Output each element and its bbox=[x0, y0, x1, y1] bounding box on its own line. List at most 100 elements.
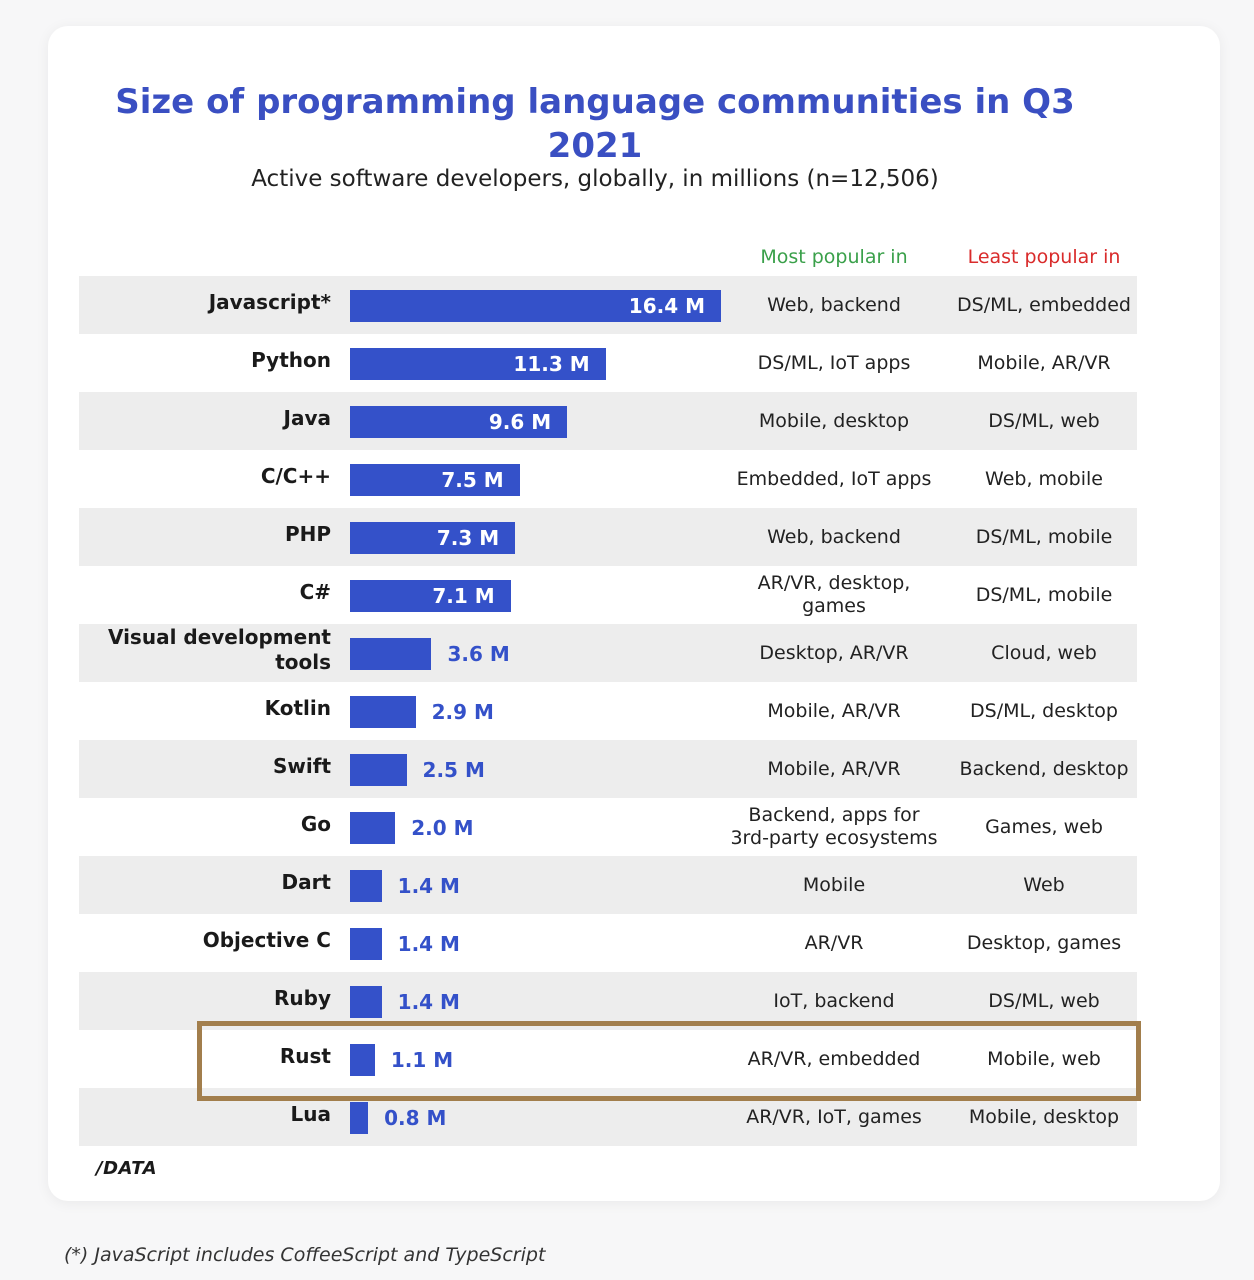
bar bbox=[350, 1102, 369, 1134]
category-label-text: Java bbox=[283, 405, 331, 430]
most-popular-cell: AR/VR, IoT, games bbox=[746, 1105, 922, 1128]
bar-value-label: 2.0 M bbox=[411, 816, 474, 840]
chart-row: Python 11.3 M DS/ML, IoT apps Mobile, AR/VR bbox=[79, 334, 1137, 392]
category-label: Swift bbox=[79, 740, 331, 798]
bar bbox=[350, 406, 568, 438]
bar bbox=[350, 290, 721, 322]
category-label-text: C# bbox=[299, 579, 331, 604]
most-popular-cell: IoT, backend bbox=[773, 989, 895, 1012]
chart-row: C# 7.1 M AR/VR, desktop, games DS/ML, mobil… bbox=[79, 566, 1137, 624]
least-popular-cell: Desktop, games bbox=[966, 931, 1122, 954]
category-label: Javascript* bbox=[79, 276, 331, 334]
category-label: Visual development tools bbox=[79, 624, 331, 682]
most-popular-cell: Desktop, AR/VR bbox=[759, 641, 909, 664]
chart-row: Kotlin 2.9 M Mobile, AR/VR DS/ML, desktop bbox=[79, 682, 1137, 740]
least-popular-cell: Games, web bbox=[985, 815, 1103, 838]
bar-value-label: 2.9 M bbox=[431, 700, 494, 724]
category-label: Lua bbox=[79, 1088, 331, 1146]
bar bbox=[350, 986, 382, 1018]
most-popular-header: Most popular in bbox=[760, 246, 908, 268]
bar bbox=[350, 348, 606, 380]
category-label-text: Python bbox=[251, 347, 331, 372]
bar-value-label: 16.4 M bbox=[628, 294, 705, 318]
chart-row: Rust 1.1 M AR/VR, embedded Mobile, web bbox=[79, 1030, 1137, 1088]
category-label: Java bbox=[79, 392, 331, 450]
bar-value-label: 7.5 M bbox=[441, 468, 504, 492]
bar bbox=[350, 696, 416, 728]
category-label: PHP bbox=[79, 508, 331, 566]
chart-row: Dart 1.4 M Mobile Web bbox=[79, 856, 1137, 914]
category-label-text: Javascript* bbox=[208, 289, 331, 314]
least-popular-cell: DS/ML, mobile bbox=[975, 583, 1113, 606]
chart-row: Ruby 1.4 M IoT, backend DS/ML, web bbox=[79, 972, 1137, 1030]
bar bbox=[350, 928, 382, 960]
bar bbox=[350, 870, 382, 902]
category-label-text: Go bbox=[300, 811, 331, 836]
category-label: Python bbox=[79, 334, 331, 392]
category-label-text: Ruby bbox=[274, 985, 331, 1010]
category-label: Go bbox=[79, 798, 331, 856]
chart-row: Javascript* 16.4 M Web, backend DS/ML, embe… bbox=[79, 276, 1137, 334]
chart-rows: Javascript* 16.4 M Web, backend DS/ML, embe… bbox=[79, 276, 1137, 1146]
bar-value-label: 1.4 M bbox=[397, 990, 460, 1014]
least-popular-cell: DS/ML, mobile bbox=[975, 525, 1113, 548]
least-popular-cell: DS/ML, web bbox=[988, 989, 1100, 1012]
category-label: Ruby bbox=[79, 972, 331, 1030]
least-popular-cell: DS/ML, embedded bbox=[957, 293, 1131, 316]
least-popular-cell: DS/ML, desktop bbox=[970, 699, 1118, 722]
least-popular-cell: Backend, desktop bbox=[959, 757, 1129, 780]
category-label-text: C/C++ bbox=[260, 463, 331, 488]
category-label-text: Kotlin bbox=[264, 695, 331, 720]
bar-value-label: 0.8 M bbox=[384, 1106, 447, 1130]
bar bbox=[350, 1044, 375, 1076]
least-popular-cell: Cloud, web bbox=[991, 641, 1097, 664]
chart-row: Go 2.0 M Backend, apps for 3rd-party ecosy… bbox=[79, 798, 1137, 856]
most-popular-cell: Web, backend bbox=[767, 525, 901, 548]
chart-row: Java 9.6 M Mobile, desktop DS/ML, web bbox=[79, 392, 1137, 450]
least-popular-cell: Mobile, desktop bbox=[968, 1105, 1120, 1128]
chart-subtitle: Active software developers, globally, in… bbox=[251, 166, 939, 192]
bar bbox=[350, 464, 520, 496]
least-popular-cell: Web, mobile bbox=[985, 467, 1103, 490]
bar bbox=[350, 522, 516, 554]
bar bbox=[350, 638, 432, 670]
bar-value-label: 2.5 M bbox=[422, 758, 485, 782]
chart-row: PHP 7.3 M Web, backend DS/ML, mobile bbox=[79, 508, 1137, 566]
category-label-text: Objective C bbox=[202, 927, 331, 952]
bar bbox=[350, 812, 396, 844]
category-label-text: Rust bbox=[279, 1043, 331, 1068]
bar-value-label: 7.3 M bbox=[436, 526, 500, 550]
least-popular-cell: Mobile, AR/VR bbox=[977, 351, 1111, 374]
category-label-text: Swift bbox=[273, 753, 331, 778]
most-popular-cell: Mobile, desktop bbox=[758, 409, 910, 432]
bar-value-label: 7.1 M bbox=[432, 584, 495, 608]
most-popular-cell: Backend, apps for 3rd-party ecosystems bbox=[730, 804, 938, 849]
bar-value-label: 1.4 M bbox=[397, 874, 460, 898]
most-popular-cell: Mobile, AR/VR bbox=[767, 757, 901, 780]
bar-value-label: 1.4 M bbox=[397, 932, 460, 956]
most-popular-cell: Embedded, IoT apps bbox=[736, 467, 932, 490]
category-label-text: PHP bbox=[284, 521, 331, 546]
category-label: Rust bbox=[79, 1030, 331, 1088]
most-popular-cell: Mobile, AR/VR bbox=[767, 699, 901, 722]
most-popular-cell: AR/VR bbox=[804, 931, 864, 954]
chart-row: C/C++ 7.5 M Embedded, IoT apps Web, mobile bbox=[79, 450, 1137, 508]
most-popular-cell: DS/ML, IoT apps bbox=[757, 351, 911, 374]
chart-row: Objective C 1.4 M AR/VR Desktop, games bbox=[79, 914, 1137, 972]
category-label-text: Visual development tools bbox=[107, 625, 331, 674]
most-popular-cell: Web, backend bbox=[767, 293, 901, 316]
category-label-text: Lua bbox=[290, 1101, 331, 1126]
least-popular-cell: DS/ML, web bbox=[988, 409, 1100, 432]
bar-value-label: 1.1 M bbox=[390, 1048, 454, 1072]
category-label: C# bbox=[79, 566, 331, 624]
chart-row: Swift 2.5 M Mobile, AR/VR Backend, desktop bbox=[79, 740, 1137, 798]
footnote: (*) JavaScript includes CoffeeScript and… bbox=[64, 1244, 546, 1266]
least-popular-cell: Mobile, web bbox=[987, 1047, 1101, 1070]
category-label: C/C++ bbox=[79, 450, 331, 508]
least-popular-cell: Web bbox=[1023, 873, 1065, 896]
least-popular-header: Least popular in bbox=[967, 246, 1121, 268]
bar bbox=[350, 754, 407, 786]
most-popular-cell: Mobile bbox=[802, 873, 866, 896]
chart-title: Size of programming language communities… bbox=[115, 82, 1075, 166]
bar bbox=[350, 580, 511, 612]
